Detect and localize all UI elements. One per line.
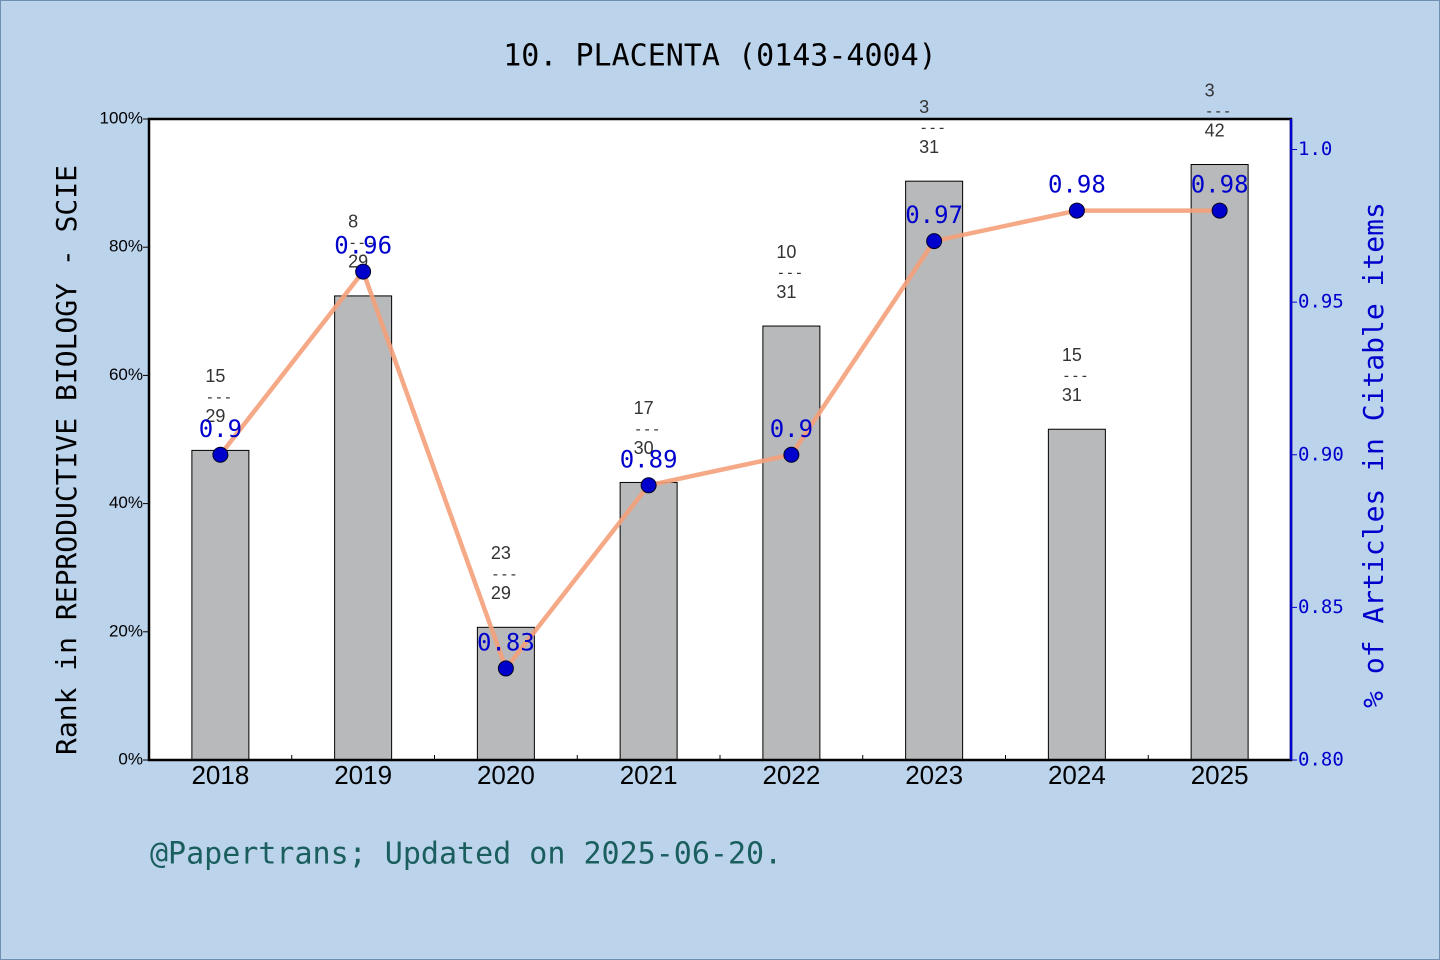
total-label: 31 bbox=[776, 282, 796, 302]
y-axis-title: Rank in REPRODUCTIVE BIOLOGY - SCIE bbox=[50, 165, 83, 755]
marker bbox=[926, 233, 943, 250]
plot-area bbox=[149, 119, 1291, 760]
rank-label: 10 bbox=[776, 242, 796, 262]
rank-label: 15 bbox=[1062, 345, 1082, 365]
x-tick-label: 2023 bbox=[905, 760, 963, 790]
rank-label: 17 bbox=[634, 398, 654, 418]
bar bbox=[334, 295, 393, 761]
rank-label: 3 bbox=[1205, 80, 1215, 100]
rank-separator: --- bbox=[634, 420, 661, 438]
rank-label: 3 bbox=[919, 97, 929, 117]
y2-axis-title: % of Articles in Citable items bbox=[1357, 202, 1390, 708]
rank-separator: --- bbox=[1205, 102, 1232, 120]
rank-label: 15 bbox=[205, 366, 225, 386]
rank-separator: --- bbox=[776, 264, 803, 282]
total-label: 42 bbox=[1205, 120, 1225, 140]
y2-tick-label: 0.90 bbox=[1298, 443, 1344, 465]
value-label: 0.9 bbox=[770, 415, 813, 443]
y-tick-label: 80% bbox=[109, 237, 143, 256]
rank-label: 23 bbox=[491, 543, 511, 563]
total-label: 31 bbox=[919, 137, 939, 157]
y-tick-label: 20% bbox=[109, 621, 143, 640]
marker bbox=[783, 446, 800, 463]
bar bbox=[1047, 428, 1106, 761]
y2-tick-label: 1.0 bbox=[1298, 138, 1332, 160]
x-tick-label: 2021 bbox=[620, 760, 678, 790]
rank-separator: --- bbox=[348, 233, 375, 251]
y2-tick-label: 0.85 bbox=[1298, 596, 1344, 618]
bar bbox=[1190, 164, 1249, 761]
line bbox=[218, 208, 1220, 674]
total-label: 31 bbox=[1062, 385, 1082, 405]
footer: @Papertrans; Updated on 2025-06-20. bbox=[150, 837, 782, 872]
rank-label: 8 bbox=[348, 212, 358, 232]
total-label: 30 bbox=[634, 438, 654, 458]
marker bbox=[1211, 202, 1228, 219]
value-label: 0.98 bbox=[1191, 171, 1249, 199]
marker bbox=[640, 477, 657, 494]
value-label: 0.96 bbox=[334, 232, 392, 260]
x-tick-label: 2022 bbox=[762, 760, 820, 790]
rank-separator: --- bbox=[1062, 367, 1089, 385]
y2-tick-label: 0.95 bbox=[1298, 291, 1344, 313]
bar bbox=[619, 481, 678, 761]
marker bbox=[1068, 202, 1085, 219]
value-label: 0.89 bbox=[620, 445, 678, 473]
rank-separator: --- bbox=[491, 565, 518, 583]
value-label: 0.83 bbox=[477, 628, 535, 656]
y-tick-label: 0% bbox=[118, 749, 143, 768]
total-label: 29 bbox=[205, 406, 225, 426]
y-tick-label: 60% bbox=[109, 365, 143, 384]
x-tick-label: 2025 bbox=[1191, 760, 1249, 790]
rank-separator: --- bbox=[205, 388, 232, 406]
value-label: 0.9 bbox=[199, 415, 242, 443]
rank-separator: --- bbox=[919, 119, 946, 137]
x-tick-label: 2024 bbox=[1048, 760, 1106, 790]
total-label: 29 bbox=[491, 583, 511, 603]
x-tick-label: 2019 bbox=[334, 760, 392, 790]
chart-title: 10. PLACENTA (0143-4004) bbox=[503, 39, 936, 74]
marker bbox=[355, 263, 372, 280]
x-tick-label: 2020 bbox=[477, 760, 535, 790]
value-label: 0.98 bbox=[1048, 171, 1106, 199]
value-label: 0.97 bbox=[905, 201, 963, 229]
marker bbox=[212, 446, 229, 463]
bar bbox=[762, 325, 821, 761]
marker bbox=[497, 660, 514, 677]
y2-tick-label: 0.80 bbox=[1298, 749, 1344, 771]
y-tick-label: 40% bbox=[109, 493, 143, 512]
y-tick-label: 100% bbox=[100, 108, 143, 127]
bar bbox=[191, 449, 250, 761]
x-tick-label: 2018 bbox=[191, 760, 249, 790]
